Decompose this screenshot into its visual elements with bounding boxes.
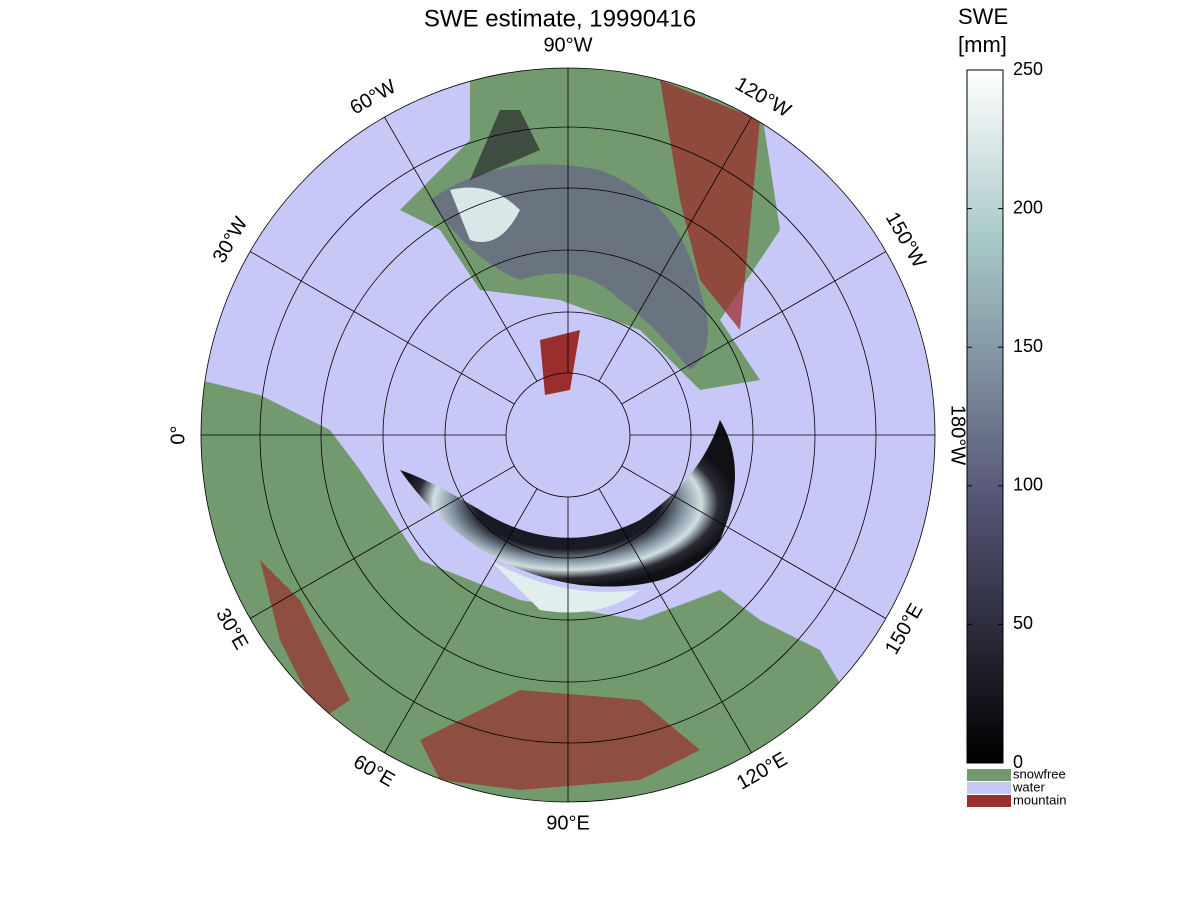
legend-swatch: [967, 795, 1011, 807]
longitude-label: 30°E: [211, 605, 252, 654]
meridian: [384, 116, 538, 382]
meridian: [621, 465, 887, 619]
legend-swatch: [967, 769, 1011, 781]
longitude-label: 90°W: [543, 34, 592, 56]
mountain-greenland: [540, 330, 580, 395]
meridian: [621, 251, 887, 405]
colorbar-tick-label: 50: [1013, 613, 1033, 633]
colorbar-tick-label: 100: [1013, 475, 1043, 495]
colorbar-tick-label: 0: [1013, 752, 1023, 772]
colorbar: [966, 69, 1004, 764]
meridian: [384, 488, 538, 754]
colorbar-title: SWE: [958, 4, 1008, 29]
snow-high-eu: [490, 560, 640, 613]
legend-label: mountain: [1013, 792, 1066, 807]
longitude-label: 90°E: [546, 812, 590, 834]
colorbar-tick-label: 250: [1013, 59, 1043, 79]
snow-patch: [470, 110, 540, 180]
map-title: SWE estimate, 19990416: [424, 5, 696, 32]
meridian: [598, 488, 752, 754]
map-border: [200, 67, 936, 803]
meridian: [598, 116, 752, 382]
meridian: [249, 465, 515, 619]
graticule: [201, 68, 935, 802]
colorbar-tick-label: 150: [1013, 336, 1043, 356]
longitude-label: 180°W: [947, 405, 969, 465]
land-eurasia: [201, 380, 850, 802]
legend-label: snowfree: [1013, 766, 1066, 781]
snow-eurasia: [400, 420, 735, 587]
legend-label: water: [1012, 779, 1045, 794]
longitude-label: 0°: [167, 425, 189, 444]
mountain-asia: [420, 690, 700, 790]
longitude-label: 60°E: [349, 751, 398, 792]
meridian: [249, 251, 515, 405]
mountain-rockies: [660, 80, 760, 330]
legend-swatch: [967, 782, 1011, 794]
colorbar-title: [mm]: [958, 32, 1007, 57]
snow-high-na: [450, 187, 520, 242]
colorbar-tick-label: 200: [1013, 197, 1043, 217]
